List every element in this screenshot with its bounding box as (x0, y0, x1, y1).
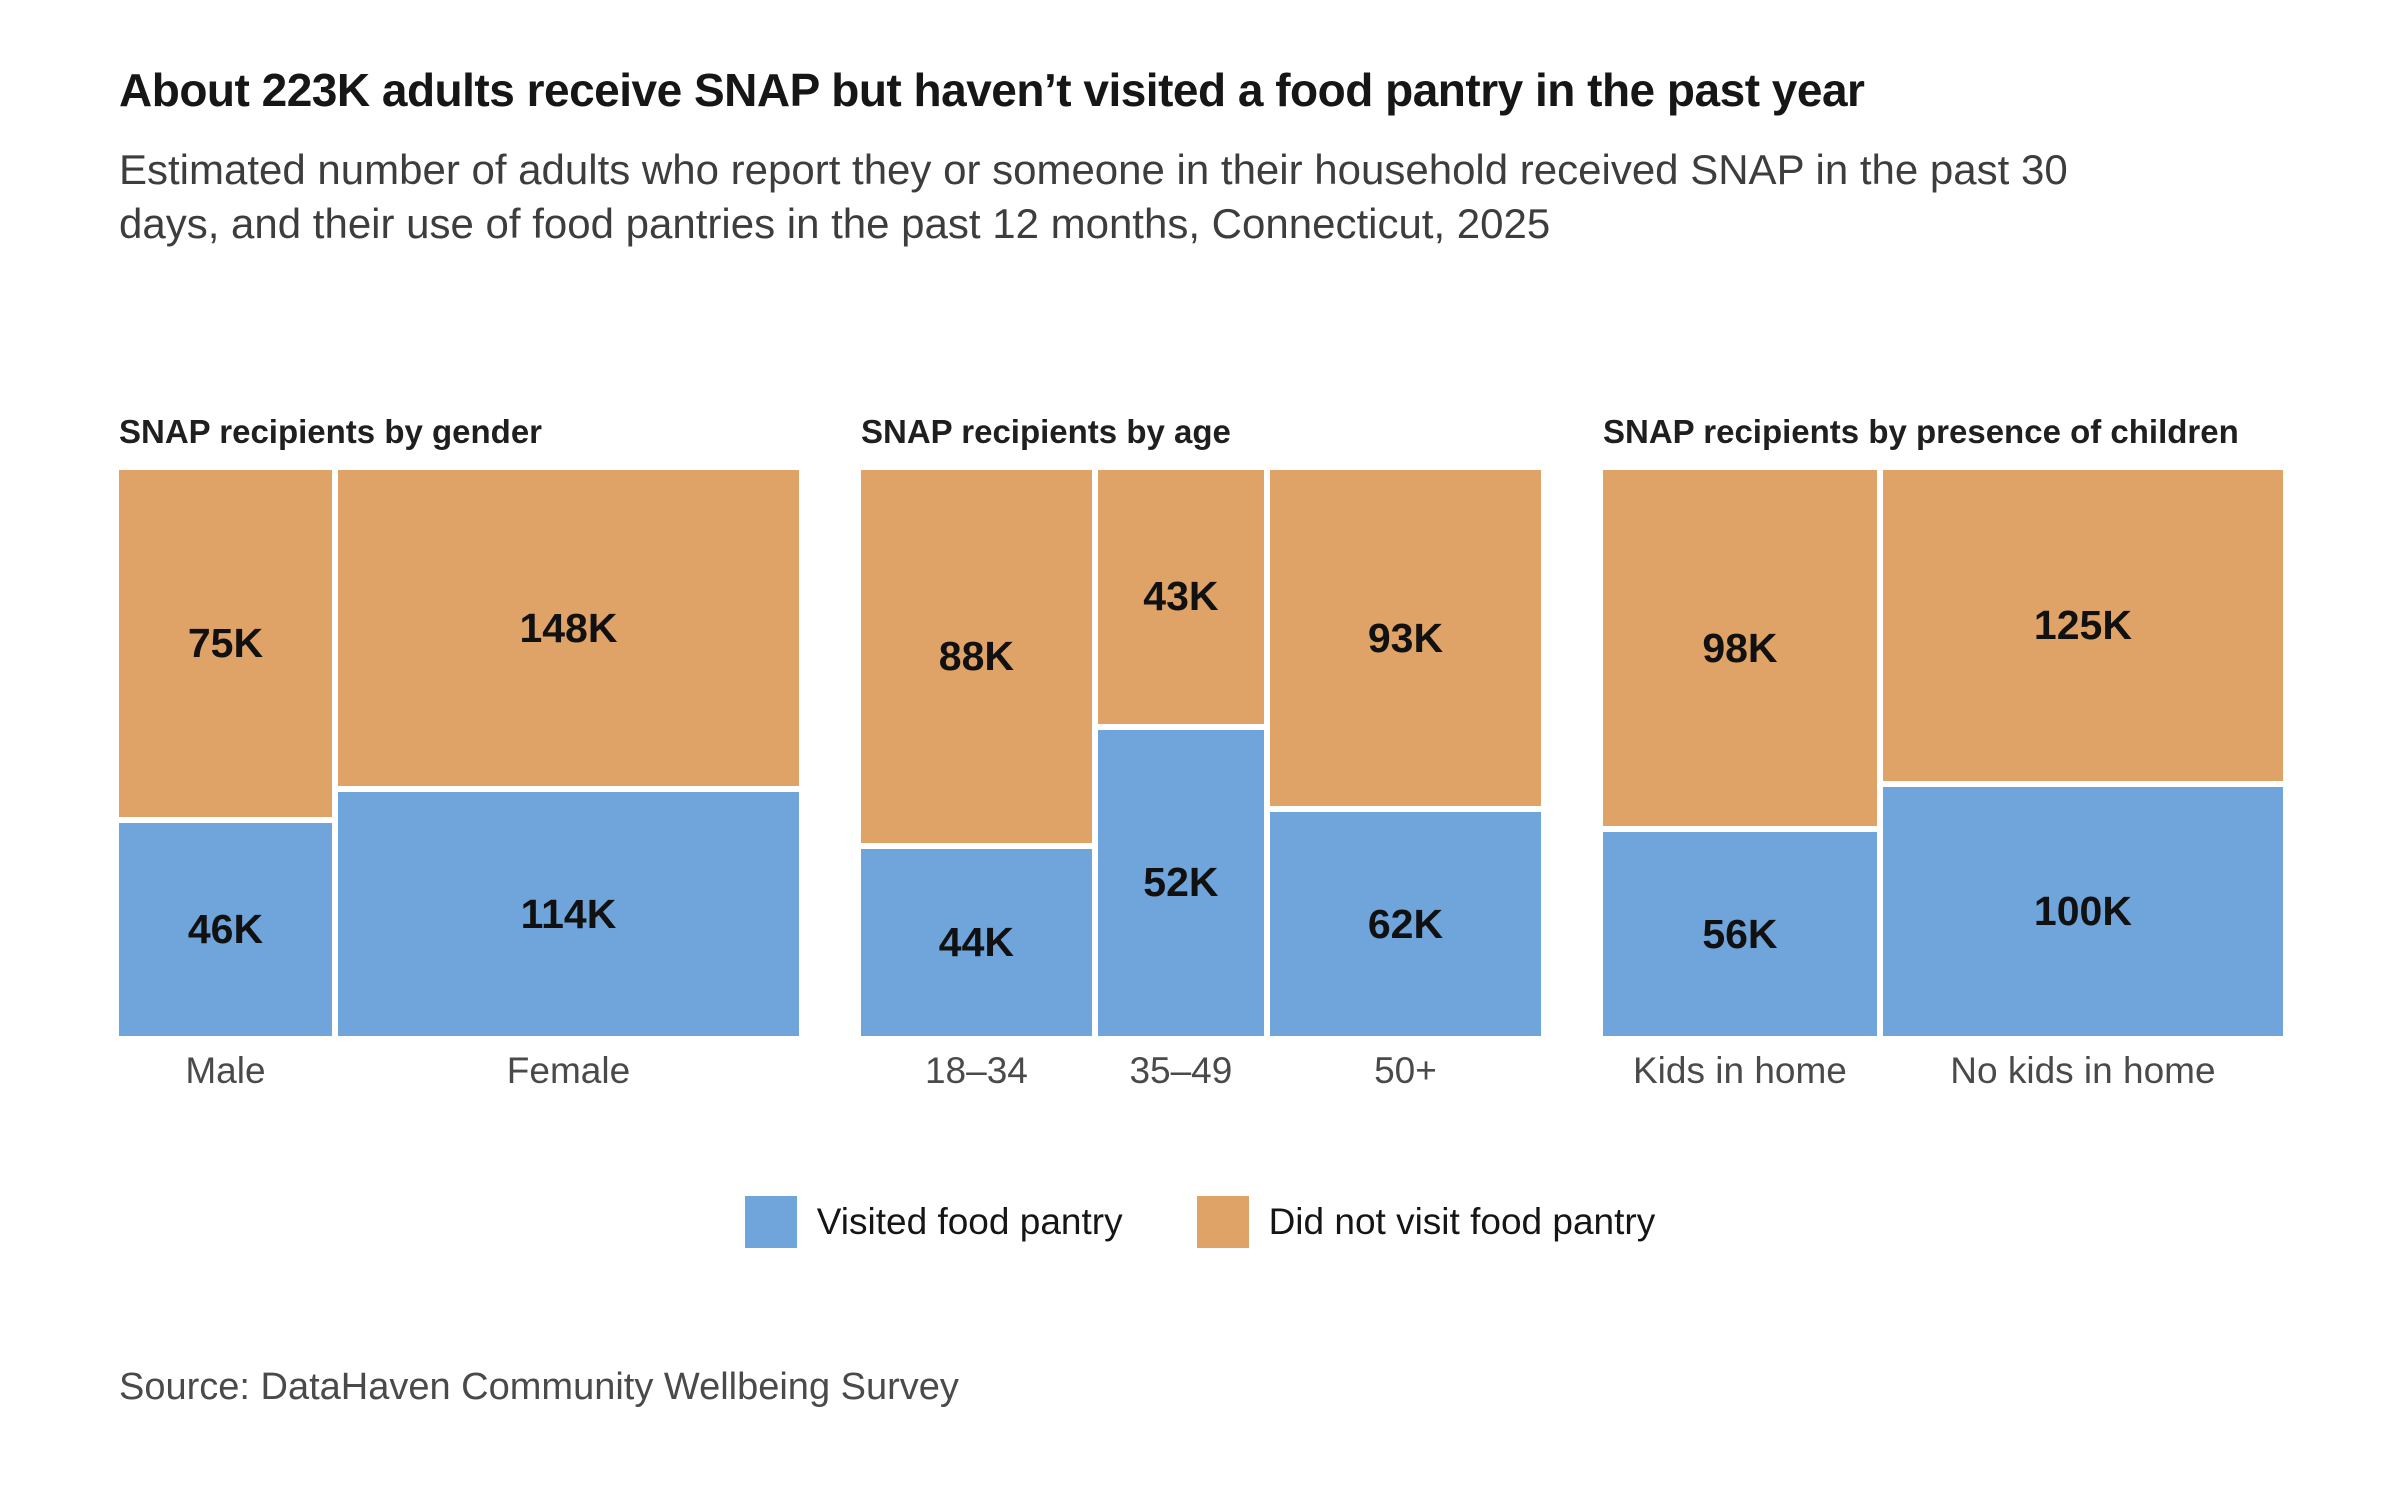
chart-panels: SNAP recipients by gender 75K 46K 148K 114K M… (119, 348, 2283, 1092)
mosaic-column: 148K 114K (337, 470, 799, 1037)
legend-item-visited: Visited food pantry (744, 1196, 1123, 1249)
block-value-label: 43K (1143, 573, 1219, 620)
panel-title: SNAP recipients by gender (119, 412, 543, 450)
legend: Visited food pantry Did not visit food p… (119, 1196, 2281, 1249)
category-label: No kids in home (1950, 1050, 2216, 1092)
mosaic-block-visited: 52K (1097, 729, 1264, 1037)
block-value-label: 52K (1143, 859, 1219, 906)
panel-title: SNAP recipients by presence of children (1603, 412, 2239, 450)
panel-1: SNAP recipients by gender 75K 46K 148K 114K M… (119, 348, 799, 1092)
mosaic-block-visited: 46K (119, 823, 332, 1037)
category-labels: 18–34 35–49 50+ (861, 1050, 1541, 1092)
mosaic-columns: 88K 44K 43K 52K 93K 62K (861, 470, 1541, 1037)
mosaic-block-not-visited: 88K (861, 470, 1092, 844)
mosaic-block-visited: 56K (1603, 832, 1877, 1037)
legend-label-visited: Visited food pantry (816, 1201, 1123, 1243)
mosaic-column: 88K 44K (861, 470, 1092, 1037)
category-label: 50+ (1374, 1050, 1437, 1092)
legend-swatch-visited-icon (744, 1196, 797, 1249)
mosaic-block-not-visited: 43K (1097, 470, 1264, 724)
panel-title: SNAP recipients by age (861, 412, 1231, 450)
mosaic-block-not-visited: 93K (1269, 470, 1541, 807)
legend-item-not-visited: Did not visit food pantry (1196, 1196, 1656, 1249)
block-value-label: 75K (187, 620, 264, 667)
panel-3: SNAP recipients by presence of children 9… (1603, 348, 2283, 1092)
mosaic-block-visited: 62K (1269, 812, 1541, 1037)
category-label: Male (185, 1050, 266, 1092)
category-label: 35–49 (1129, 1050, 1233, 1092)
block-value-label: 88K (938, 633, 1015, 680)
mosaic-columns: 75K 46K 148K 114K (119, 470, 799, 1037)
block-value-label: 93K (1367, 614, 1444, 661)
mosaic-column: 93K 62K (1269, 470, 1541, 1037)
block-value-label: 56K (1702, 910, 1778, 957)
category-labels: Kids in home No kids in home (1603, 1050, 2283, 1092)
mosaic-block-visited: 100K (1882, 787, 2283, 1037)
source-note: Source: DataHaven Community Wellbeing Su… (119, 1366, 959, 1409)
page-subtitle: Estimated number of adults who report th… (119, 145, 2068, 248)
mosaic-block-not-visited: 75K (119, 470, 332, 818)
block-value-label: 46K (187, 906, 264, 953)
category-label: Female (506, 1050, 631, 1092)
mosaic-columns: 98K 56K 125K 100K (1603, 470, 2283, 1037)
mosaic-block-visited: 114K (337, 792, 799, 1037)
block-value-label: 62K (1367, 900, 1444, 947)
block-value-label: 148K (519, 604, 618, 651)
block-value-label: 114K (520, 890, 617, 937)
mosaic-column: 75K 46K (119, 470, 332, 1037)
mosaic-column: 125K 100K (1882, 470, 2283, 1037)
category-label: 18–34 (924, 1050, 1028, 1092)
page-title: About 223K adults receive SNAP but haven… (119, 64, 1865, 116)
category-label: Kids in home (1632, 1050, 1847, 1092)
category-labels: Male Female (119, 1050, 799, 1092)
block-value-label: 44K (938, 919, 1015, 966)
mosaic-column: 43K 52K (1097, 470, 1264, 1037)
block-value-label: 100K (2033, 888, 2132, 935)
panel-2: SNAP recipients by age 88K 44K 43K 52K 93K 62K… (861, 348, 1541, 1092)
mosaic-block-not-visited: 125K (1882, 470, 2283, 782)
mosaic-block-not-visited: 98K (1603, 470, 1877, 827)
mosaic-column: 98K 56K (1603, 470, 1877, 1037)
mosaic-block-visited: 44K (861, 849, 1092, 1037)
legend-swatch-not-visited-icon (1196, 1196, 1249, 1249)
mosaic-block-not-visited: 148K (337, 470, 799, 787)
block-value-label: 98K (1702, 624, 1778, 671)
legend-label-not-visited: Did not visit food pantry (1268, 1201, 1656, 1243)
block-value-label: 125K (2033, 602, 2132, 649)
